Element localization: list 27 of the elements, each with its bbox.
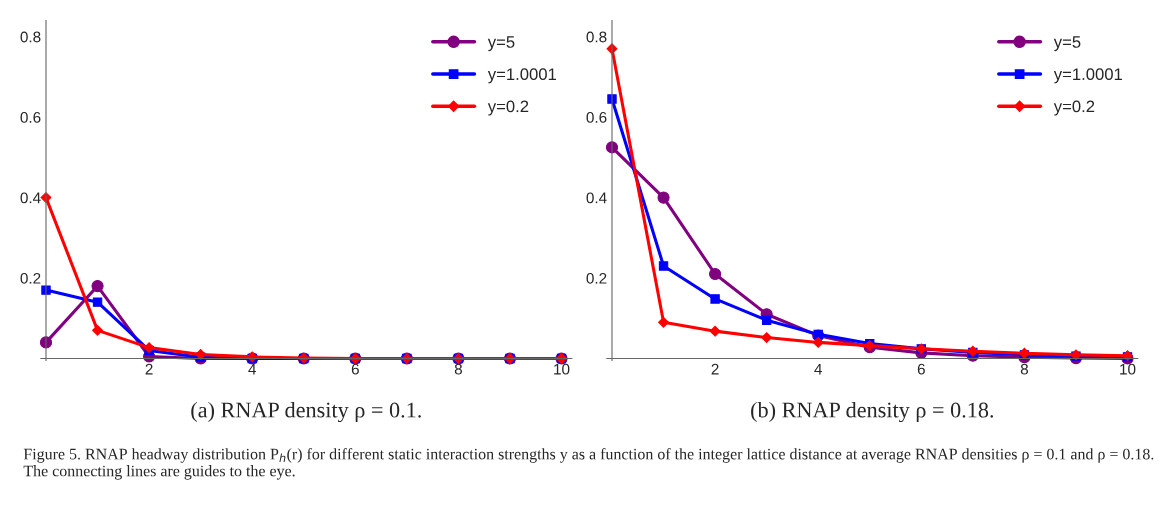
legend-label: y=0.2	[487, 100, 529, 116]
y-tick-label: 0.8	[20, 31, 41, 43]
x-tick-label: 4	[248, 363, 257, 375]
legend-label: y=5	[487, 36, 515, 52]
legend-label: y=1.0001	[487, 68, 557, 84]
x-tick-label: 2	[711, 363, 719, 375]
x-tick-label: 8	[1020, 363, 1028, 375]
legend-label: y=1.0001	[1053, 68, 1123, 84]
x-tick-label: 10	[554, 363, 570, 375]
y-tick-label: 0.4	[586, 192, 607, 204]
legend-label: y=0.2	[1053, 100, 1095, 116]
x-axis-title: (a) RNAP density ρ = 0.1.	[191, 401, 421, 423]
y-tick-label: 0.2	[20, 272, 41, 284]
y-tick-label: 0.6	[586, 112, 607, 123]
y-tick-label: 0.2	[586, 272, 607, 284]
x-tick-label: 8	[454, 363, 462, 375]
x-tick-label: 10	[1120, 363, 1136, 375]
y-tick-label: 0.8	[586, 31, 607, 43]
x-tick-label: 6	[351, 363, 359, 375]
x-tick-label: 2	[145, 363, 153, 375]
legend-label: y=5	[1053, 36, 1081, 52]
y-tick-label: 0.4	[20, 192, 41, 204]
y-tick-label: 0.6	[20, 112, 41, 123]
x-tick-label: 6	[917, 363, 925, 375]
x-axis-title: (b) RNAP density ρ = 0.18.	[751, 401, 994, 423]
caption: Figure 5. RNAP headway distribution P$_{h}$(r) for different static interaction strengths y as a function of the integer lattice distance at average RNAP densities ρ = 0.1 and ρ = 0.18. The connecting lines are guides to the eye.	[23, 448, 1154, 480]
x-tick-label: 4	[814, 363, 822, 375]
